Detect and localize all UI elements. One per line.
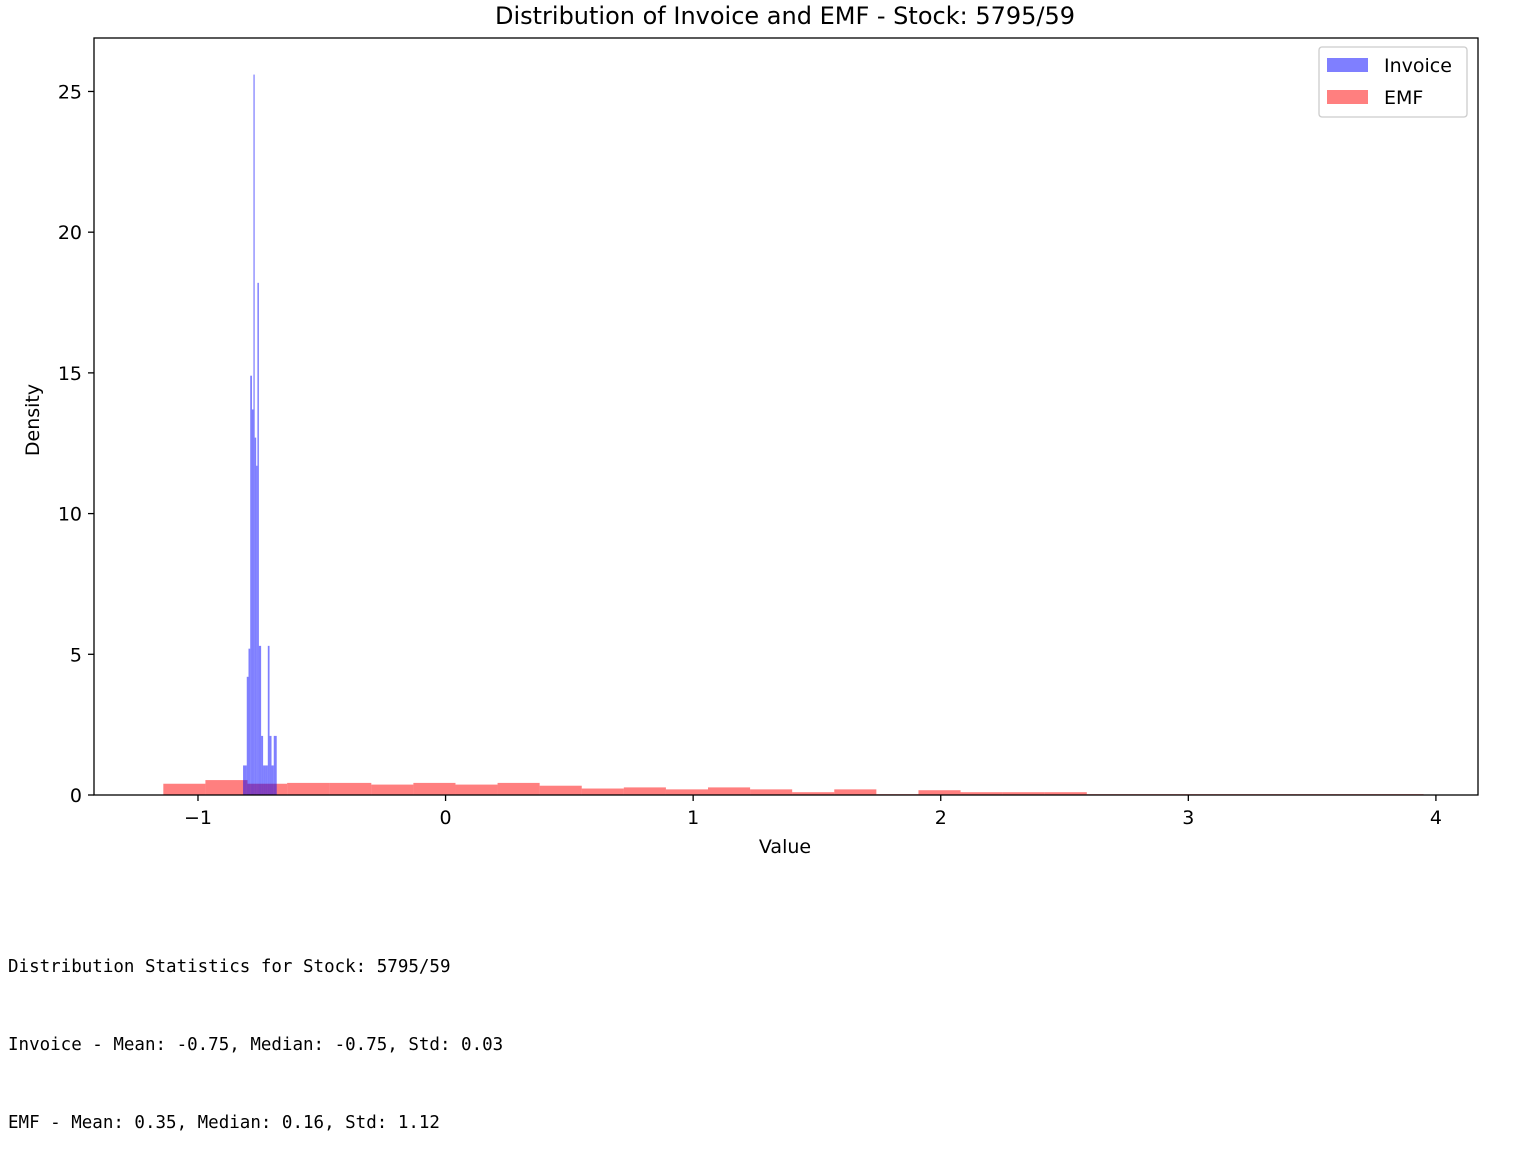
- x-tick-label-5: 4: [1430, 807, 1442, 829]
- emf-bar-7: [455, 784, 498, 795]
- y-tick-label-1: 5: [70, 644, 82, 666]
- chart-title: Distribution of Invoice and EMF - Stock:…: [495, 2, 1075, 30]
- invoice-bar-10: [258, 645, 262, 795]
- y-tick-label-5: 25: [58, 81, 82, 103]
- emf-bar-20: [1002, 792, 1045, 795]
- invoice-bar-11: [261, 735, 264, 795]
- y-tick-label-3: 15: [58, 363, 82, 385]
- y-axis: 0 5 10 15 20 25: [58, 81, 94, 807]
- stats-line-emf: EMF - Mean: 0.35, Median: 0.16, Std: 1.1…: [8, 1113, 440, 1133]
- x-axis: −1 0 1 2 3 4: [184, 795, 1442, 829]
- invoice-bar-13: [265, 765, 268, 795]
- stats-output: Distribution Statistics for Stock: 5795/…: [8, 902, 503, 1162]
- axes-frame: [93, 37, 1479, 796]
- y-axis-label: Density: [22, 384, 44, 456]
- invoice-bar-14: [267, 645, 270, 795]
- emf-bar-15: [792, 792, 835, 795]
- emf-bar-6: [413, 782, 456, 795]
- y-tick-label-4: 20: [58, 222, 82, 244]
- y-tick-label-2: 10: [58, 504, 82, 526]
- series-invoice: [243, 74, 277, 796]
- legend-label-invoice: Invoice: [1384, 55, 1452, 77]
- emf-bar-19: [960, 792, 1003, 795]
- invoice-bar-12: [263, 765, 266, 795]
- emf-bar-12: [665, 789, 709, 795]
- x-tick-label-4: 3: [1182, 807, 1194, 829]
- legend-label-emf: EMF: [1384, 87, 1423, 109]
- emf-bar-16: [834, 789, 877, 795]
- emf-bar-13: [708, 787, 751, 795]
- x-tick-label-1: 0: [440, 807, 452, 829]
- emf-bar-9: [539, 785, 582, 795]
- emf-bar-14: [750, 789, 793, 795]
- emf-bar-3: [287, 782, 330, 795]
- invoice-bar-5: [251, 409, 254, 795]
- emf-bar-21: [1044, 792, 1087, 795]
- x-axis-label: Value: [759, 836, 811, 858]
- series-emf: [163, 780, 1424, 795]
- invoice-bar-6: [253, 74, 255, 795]
- invoice-bar-16: [271, 765, 274, 795]
- emf-bar-11: [623, 787, 666, 795]
- invoice-bar-4: [250, 375, 252, 795]
- invoice-bar-3: [248, 648, 251, 795]
- legend: Invoice EMF: [1318, 46, 1468, 118]
- invoice-bar-17: [273, 735, 277, 795]
- emf-bar-0: [163, 783, 206, 795]
- invoice-bar-8: [256, 465, 258, 795]
- x-tick-label-2: 1: [687, 807, 699, 829]
- x-tick-label-3: 2: [935, 807, 947, 829]
- invoice-bar-9: [257, 282, 259, 796]
- emf-bar-8: [497, 782, 540, 795]
- invoice-bar-7: [254, 437, 257, 795]
- y-tick-label-0: 0: [70, 785, 82, 807]
- stats-line-invoice: Invoice - Mean: -0.75, Median: -0.75, St…: [8, 1035, 504, 1055]
- invoice-bar-1: [245, 765, 247, 795]
- emf-bar-18: [918, 790, 961, 795]
- emf-bar-1: [205, 780, 248, 795]
- x-tick-label-0: −1: [184, 807, 212, 829]
- invoice-bar-0: [243, 765, 246, 795]
- legend-swatch-emf: [1327, 90, 1368, 104]
- histogram-chart: Distribution of Invoice and EMF - Stock:…: [22, 2, 1479, 858]
- emf-bar-4: [329, 782, 372, 795]
- invoice-bar-15: [269, 735, 272, 795]
- stats-line-header: Distribution Statistics for Stock: 5795/…: [8, 957, 451, 977]
- emf-bar-5: [371, 784, 414, 795]
- legend-swatch-invoice: [1327, 58, 1368, 72]
- plot-area: [163, 74, 1424, 796]
- emf-bar-10: [581, 788, 624, 795]
- invoice-bar-2: [246, 676, 249, 795]
